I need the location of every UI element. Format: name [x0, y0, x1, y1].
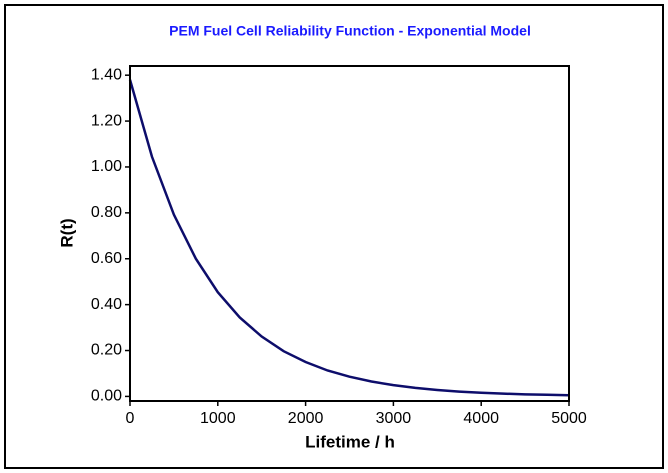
y-tick-label: 0.20 [91, 342, 122, 359]
frame [4, 4, 664, 469]
x-tick-label: 1000 [200, 410, 236, 427]
chart-title: PEM Fuel Cell Reliability Function - Exp… [169, 23, 531, 39]
plot-border [129, 65, 570, 402]
y-tick-label: 1.00 [91, 158, 122, 175]
y-tick-label: 0.40 [91, 296, 122, 313]
y-axis-label: R(t) [57, 218, 76, 247]
y-tick-label: 1.40 [91, 66, 122, 83]
x-tick-label: 2000 [288, 410, 324, 427]
x-tick-label: 0 [126, 410, 135, 427]
y-tick-label: 0.80 [91, 204, 122, 221]
y-tick-label: 0.00 [91, 388, 122, 405]
line-series [128, 79, 570, 397]
y-tick-label: 0.60 [91, 250, 122, 267]
x-tick-label: 4000 [463, 410, 499, 427]
x-tick-label: 5000 [551, 410, 587, 427]
x-axis-label: Lifetime / h [305, 432, 395, 451]
x-tick-label: 3000 [376, 410, 412, 427]
y-tick-label: 1.20 [91, 112, 122, 129]
